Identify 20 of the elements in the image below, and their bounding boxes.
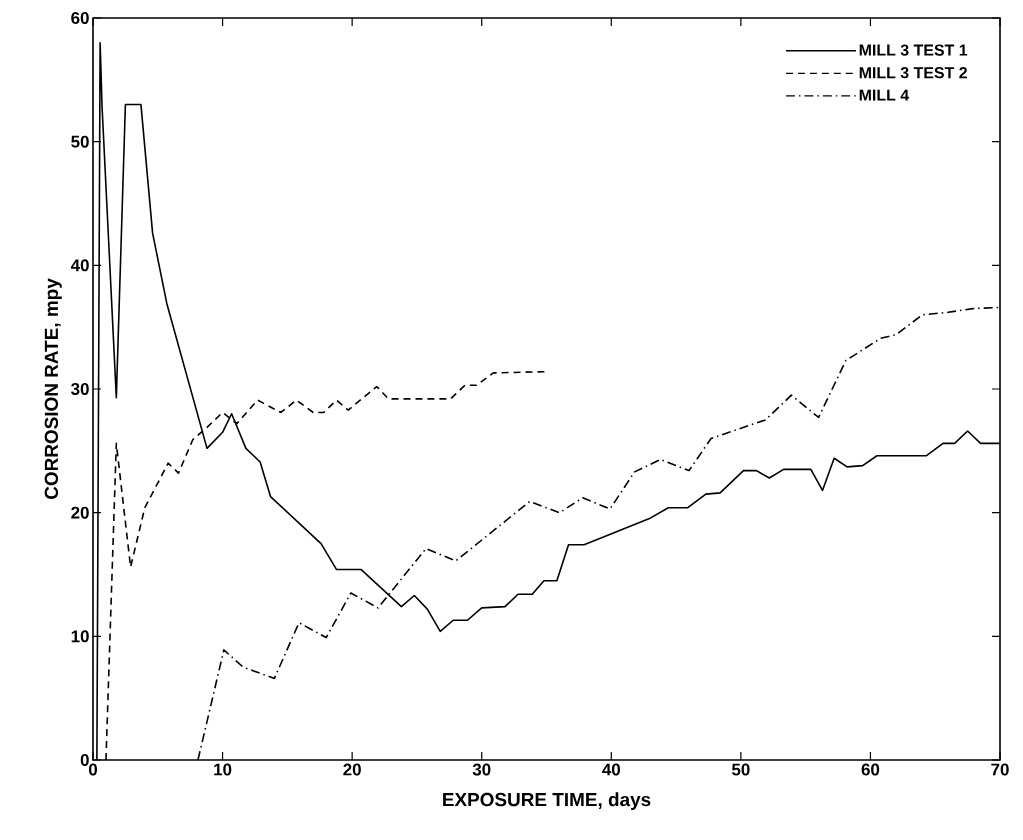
x-tick-label: 40 [602, 763, 621, 776]
y-tick-label: 30 [71, 382, 89, 395]
y-axis-title: CORROSION RATE, mpy [44, 278, 62, 499]
x-axis-title: EXPOSURE TIME, days [443, 792, 651, 811]
x-tick-label: 60 [861, 763, 880, 776]
x-tick-label: 20 [343, 763, 361, 776]
y-tick-label: 40 [70, 259, 89, 272]
y-tick-label: 50 [71, 135, 89, 148]
y-tick-label: 20 [71, 506, 89, 519]
x-tick-label: 50 [731, 763, 750, 776]
legend-label: MILL 3 TEST 2 [859, 67, 967, 79]
x-tick-label: 10 [214, 763, 232, 776]
x-tick-label: 30 [472, 763, 491, 776]
legend-label: MILL 3 TEST 1 [859, 44, 968, 56]
x-tick-label: 0 [88, 763, 98, 776]
y-tick-label: 60 [71, 11, 89, 24]
y-tick-label: 0 [80, 754, 89, 766]
legend-label: MILL 4 [859, 89, 910, 101]
y-tick-label: 10 [71, 630, 89, 643]
x-tick-label: 70 [991, 763, 1009, 776]
